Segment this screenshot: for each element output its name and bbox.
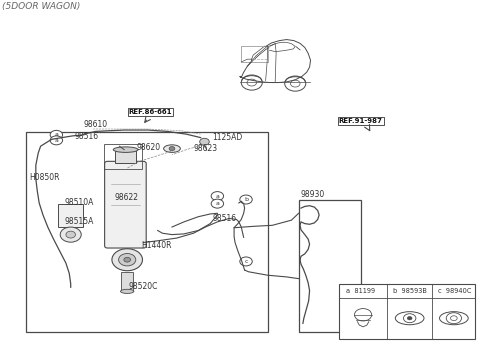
Text: c  98940C: c 98940C	[438, 288, 471, 294]
Text: REF.86-661: REF.86-661	[129, 109, 172, 115]
Text: 98623: 98623	[193, 144, 217, 153]
Bar	[115, 150, 136, 163]
Circle shape	[200, 138, 209, 145]
Circle shape	[408, 316, 412, 320]
Ellipse shape	[113, 147, 138, 152]
FancyBboxPatch shape	[105, 161, 146, 248]
Circle shape	[50, 136, 62, 145]
Text: 98520C: 98520C	[129, 282, 158, 291]
Text: c: c	[244, 259, 248, 264]
Text: a: a	[216, 201, 219, 206]
Circle shape	[60, 227, 81, 242]
Text: b: b	[244, 197, 248, 202]
Circle shape	[112, 249, 143, 271]
Circle shape	[240, 257, 252, 266]
Circle shape	[211, 199, 224, 208]
Text: H0850R: H0850R	[30, 173, 60, 182]
Circle shape	[50, 130, 62, 139]
Bar	[104, 144, 143, 169]
Text: 98515A: 98515A	[64, 217, 94, 226]
Text: a  81199: a 81199	[347, 288, 375, 294]
Circle shape	[119, 254, 136, 266]
Text: H1440R: H1440R	[141, 241, 171, 250]
Text: 98516: 98516	[74, 132, 98, 141]
Bar	[299, 200, 360, 332]
Text: b  98593B: b 98593B	[393, 288, 427, 294]
Ellipse shape	[396, 312, 424, 325]
Circle shape	[211, 192, 224, 201]
Bar	[26, 132, 267, 332]
Polygon shape	[269, 42, 295, 52]
Ellipse shape	[440, 312, 468, 325]
Text: a: a	[216, 194, 219, 198]
Bar	[121, 272, 133, 291]
Polygon shape	[252, 46, 266, 61]
Circle shape	[240, 195, 252, 204]
Text: REF.91-987: REF.91-987	[339, 118, 383, 124]
Circle shape	[169, 147, 175, 151]
Bar	[339, 284, 475, 339]
Text: a: a	[54, 138, 58, 143]
Bar	[241, 46, 267, 62]
Text: a: a	[54, 132, 58, 137]
Text: 98620: 98620	[136, 143, 160, 152]
Text: 1125AD: 1125AD	[213, 133, 243, 142]
Bar	[58, 204, 83, 227]
Circle shape	[124, 257, 131, 262]
Ellipse shape	[120, 289, 134, 293]
Text: 98930: 98930	[300, 190, 324, 199]
Text: 98516: 98516	[213, 214, 237, 223]
Text: 98610: 98610	[84, 120, 108, 129]
Text: (5DOOR WAGON): (5DOOR WAGON)	[2, 2, 81, 11]
Text: 98510A: 98510A	[64, 198, 94, 207]
Text: 98622: 98622	[115, 193, 139, 202]
Circle shape	[66, 231, 75, 238]
Ellipse shape	[164, 145, 180, 152]
